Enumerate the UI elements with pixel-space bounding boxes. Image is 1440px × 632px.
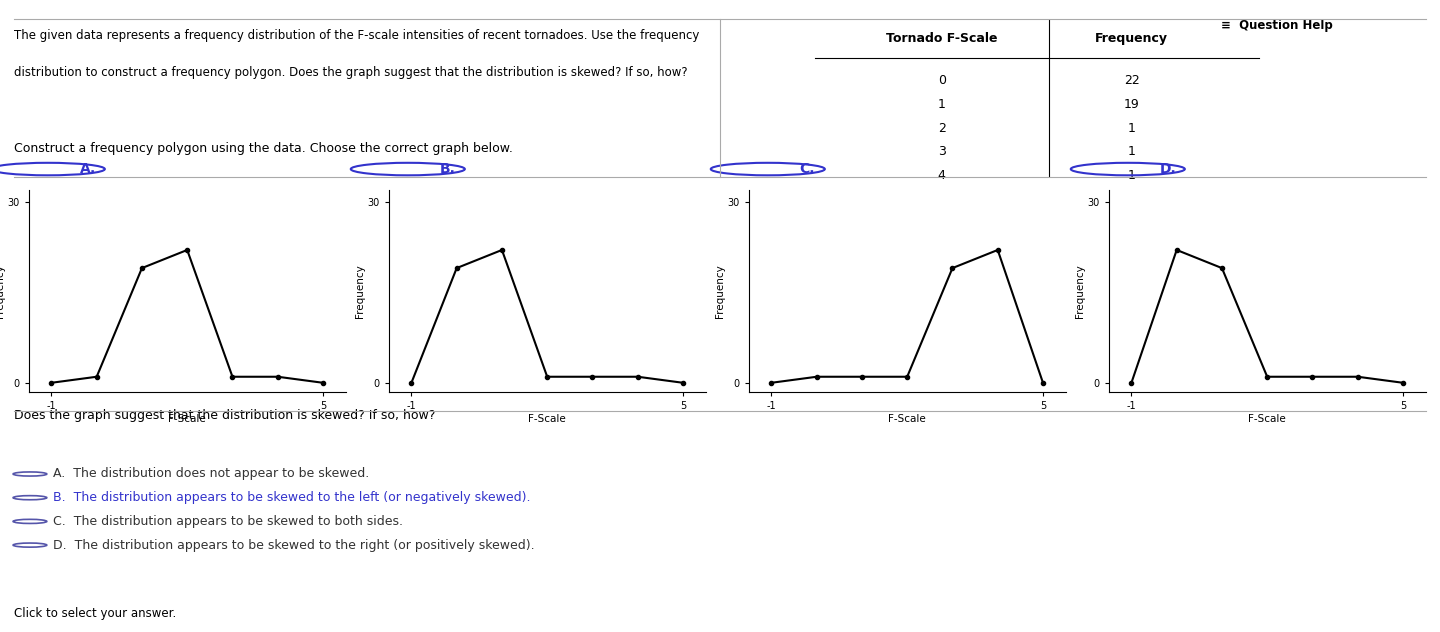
Text: 1: 1 (1128, 121, 1136, 135)
Text: 19: 19 (1125, 98, 1139, 111)
Text: C.  The distribution appears to be skewed to both sides.: C. The distribution appears to be skewed… (53, 515, 403, 528)
Text: D.  The distribution appears to be skewed to the right (or positively skewed).: D. The distribution appears to be skewed… (53, 538, 534, 552)
Text: The given data represents a frequency distribution of the F-scale intensities of: The given data represents a frequency di… (14, 29, 700, 42)
X-axis label: F-Scale: F-Scale (1248, 414, 1286, 423)
Text: 1: 1 (1128, 145, 1136, 159)
Text: A.  The distribution does not appear to be skewed.: A. The distribution does not appear to b… (53, 468, 370, 480)
Text: 1: 1 (937, 98, 946, 111)
Text: B.  The distribution appears to be skewed to the left (or negatively skewed).: B. The distribution appears to be skewed… (53, 491, 531, 504)
Text: D.: D. (1159, 162, 1176, 176)
Y-axis label: Frequency: Frequency (1074, 264, 1084, 318)
Text: 4: 4 (937, 169, 946, 182)
Text: 0: 0 (937, 75, 946, 87)
Text: Tornado F-Scale: Tornado F-Scale (886, 32, 998, 45)
Text: Frequency: Frequency (1096, 32, 1168, 45)
X-axis label: F-Scale: F-Scale (888, 414, 926, 423)
X-axis label: F-Scale: F-Scale (168, 414, 206, 423)
Text: 3: 3 (937, 145, 946, 159)
Y-axis label: Frequency: Frequency (714, 264, 724, 318)
Text: 1: 1 (1128, 169, 1136, 182)
Text: B.: B. (439, 162, 455, 176)
X-axis label: F-Scale: F-Scale (528, 414, 566, 423)
Text: 22: 22 (1125, 75, 1139, 87)
Text: Does the graph suggest that the distribution is skewed? If so, how?: Does the graph suggest that the distribu… (14, 409, 436, 422)
Text: A.: A. (79, 162, 95, 176)
Text: 2: 2 (937, 121, 946, 135)
Y-axis label: Frequency: Frequency (0, 264, 4, 318)
Text: Construct a frequency polygon using the data. Choose the correct graph below.: Construct a frequency polygon using the … (14, 142, 513, 155)
Text: C.: C. (799, 162, 815, 176)
Text: ≡  Question Help: ≡ Question Help (1221, 19, 1333, 32)
Text: Click to select your answer.: Click to select your answer. (14, 607, 177, 619)
Y-axis label: Frequency: Frequency (354, 264, 364, 318)
Text: distribution to construct a frequency polygon. Does the graph suggest that the d: distribution to construct a frequency po… (14, 66, 688, 80)
